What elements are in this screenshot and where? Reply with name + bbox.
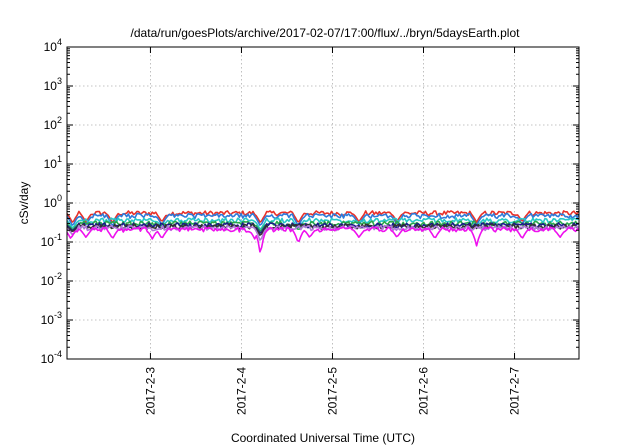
- y-tick-base: 10: [41, 313, 55, 327]
- series-line-6: [66, 223, 580, 236]
- y-tick-base: 10: [44, 196, 58, 210]
- grid: [67, 47, 579, 359]
- series-line-1: [66, 210, 580, 224]
- x-tick-label: 2017-2-3: [143, 367, 157, 415]
- x-tick-label: 2017-2-5: [325, 367, 339, 415]
- x-tick-labels: 2017-2-3 2017-2-4 2017-2-5 2017-2-6 2017-2-7: [143, 367, 521, 415]
- y-axis-label: cSv/day: [17, 182, 31, 225]
- x-tick-label: 2017-2-6: [417, 367, 431, 415]
- x-tick-label: 2017-2-7: [508, 367, 522, 415]
- series-line-8: [66, 226, 580, 253]
- y-tick-exponent: 3: [57, 76, 62, 86]
- y-tick-exponent: 2: [57, 115, 62, 125]
- x-axis-label: Coordinated Universal Time (UTC): [231, 431, 415, 445]
- series-line-2: [66, 212, 580, 226]
- y-tick-exponent: -4: [54, 349, 62, 359]
- y-tick-exponent: 0: [57, 193, 62, 203]
- tick-marks: [67, 46, 579, 360]
- y-tick-label: 10-1: [41, 232, 62, 249]
- chart-title: /data/run/goesPlots/archive/2017-02-07/1…: [131, 26, 521, 40]
- y-tick-base: 10: [41, 352, 55, 366]
- y-tick-label: 104: [44, 37, 62, 54]
- y-tick-exponent: -2: [54, 271, 62, 281]
- series-lines: [66, 210, 580, 253]
- y-tick-base: 10: [44, 118, 58, 132]
- y-tick-label: 10-4: [41, 349, 62, 366]
- x-tick-label: 2017-2-4: [234, 367, 248, 415]
- y-tick-exponent: -3: [54, 310, 62, 320]
- y-tick-base: 10: [41, 274, 55, 288]
- y-tick-base: 10: [44, 40, 58, 54]
- y-tick-base: 10: [44, 157, 58, 171]
- y-tick-exponent: -1: [54, 232, 62, 242]
- y-tick-base: 10: [44, 79, 58, 93]
- y-tick-label: 100: [44, 193, 62, 210]
- y-tick-label: 101: [44, 154, 62, 171]
- y-tick-label: 10-2: [41, 271, 62, 288]
- y-tick-label: 102: [44, 115, 62, 132]
- y-tick-label: 10-3: [41, 310, 62, 327]
- y-tick-exponent: 4: [57, 37, 62, 47]
- y-tick-exponent: 1: [57, 154, 62, 164]
- y-tick-base: 10: [41, 235, 55, 249]
- y-tick-label: 103: [44, 76, 62, 93]
